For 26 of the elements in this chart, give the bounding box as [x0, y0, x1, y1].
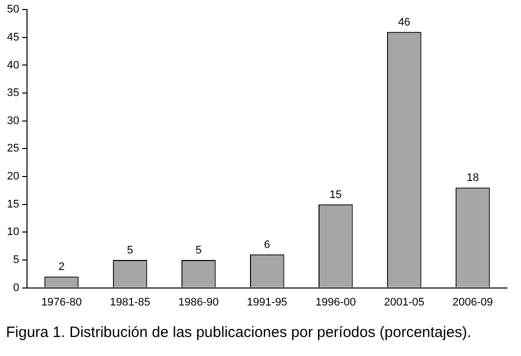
y-tick-label: 45: [6, 31, 20, 44]
data-label: 18: [466, 172, 479, 184]
x-tick-label: 1976-80: [41, 296, 82, 308]
x-tick-label: 1981-85: [110, 296, 150, 308]
text: Figura 1. Distribución de las publicaciones por períodos (porcentajes).: [5, 324, 472, 341]
y-tick-label: 0: [13, 282, 20, 294]
y-tick-label: 30: [6, 114, 20, 127]
x-tick-label: 2001-05: [384, 296, 424, 308]
x-tick-label: 1991-95: [246, 296, 288, 308]
y-tick-label: 20: [6, 170, 20, 183]
data-label: 15: [330, 188, 342, 201]
data-label: 5: [126, 244, 134, 257]
data-label: 2: [58, 261, 65, 274]
data-label: 5: [196, 244, 202, 257]
x-tick-label: 1986-90: [178, 296, 219, 308]
y-tick-label: 50: [6, 4, 20, 16]
y-tick-label: 5: [13, 254, 20, 266]
y-tick-label: 25: [6, 142, 20, 155]
y-tick-label: 35: [6, 87, 20, 100]
y-tick-label: 10: [6, 226, 20, 238]
x-tick-label: 1996-00: [315, 296, 356, 308]
y-tick-label: 15: [6, 198, 20, 210]
x-tick-label: 2006-09: [452, 296, 493, 308]
y-tick-label: 40: [6, 59, 20, 72]
data-label: 6: [264, 238, 270, 251]
data-label: 46: [398, 16, 410, 28]
